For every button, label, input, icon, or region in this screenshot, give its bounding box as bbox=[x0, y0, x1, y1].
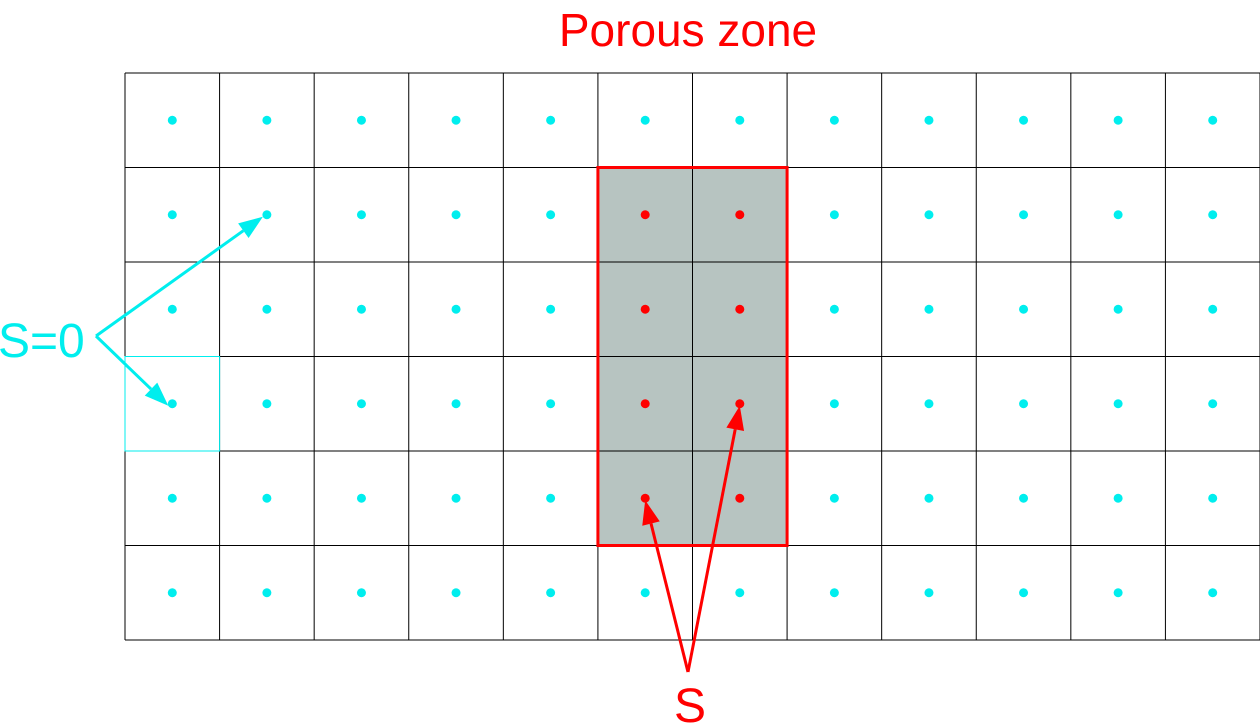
zero-source-point bbox=[1208, 399, 1218, 409]
mesh-grid bbox=[124, 72, 1260, 641]
zero-source-point bbox=[1019, 210, 1029, 220]
zero-source-point bbox=[1208, 115, 1218, 125]
zero-source-point bbox=[1113, 304, 1123, 314]
zero-source-point bbox=[1019, 115, 1029, 125]
zero-source-point bbox=[924, 210, 934, 220]
zero-source-point bbox=[451, 493, 461, 503]
zero-source-point bbox=[1113, 115, 1123, 125]
porous-zone-outline bbox=[596, 166, 789, 547]
zero-source-point bbox=[262, 115, 272, 125]
zero-source-point bbox=[546, 493, 556, 503]
source-point bbox=[640, 399, 650, 409]
source-point bbox=[640, 304, 650, 314]
zero-source-point bbox=[262, 399, 272, 409]
zero-source-point bbox=[924, 304, 934, 314]
zero-source-point bbox=[829, 210, 839, 220]
cell-centers bbox=[167, 115, 1218, 598]
label-s: S bbox=[674, 680, 706, 725]
highlighted-cell bbox=[124, 356, 221, 452]
label-s-zero: S=0 bbox=[0, 315, 85, 368]
source-point bbox=[735, 210, 745, 220]
zero-source-point bbox=[1113, 399, 1123, 409]
zero-source-point bbox=[167, 588, 177, 598]
zero-source-point bbox=[1208, 210, 1218, 220]
zero-source-point bbox=[829, 399, 839, 409]
zero-source-point bbox=[1019, 304, 1029, 314]
zero-source-point bbox=[924, 493, 934, 503]
zero-source-point bbox=[1208, 304, 1218, 314]
porous-zone-border bbox=[596, 166, 789, 547]
zero-source-point bbox=[1113, 493, 1123, 503]
arrow-s-zero-head bbox=[238, 216, 263, 239]
zero-source-point bbox=[546, 210, 556, 220]
zero-source-point bbox=[1113, 210, 1123, 220]
zero-source-point bbox=[451, 399, 461, 409]
zero-source-point bbox=[1208, 493, 1218, 503]
zero-source-point bbox=[924, 115, 934, 125]
zero-source-point bbox=[640, 588, 650, 598]
zero-source-point bbox=[451, 210, 461, 220]
zero-source-point bbox=[167, 210, 177, 220]
zero-source-point bbox=[356, 399, 366, 409]
arrow-s-zero-shaft bbox=[94, 334, 153, 391]
zero-source-point bbox=[735, 588, 745, 598]
zero-source-point bbox=[546, 304, 556, 314]
zero-source-point bbox=[829, 115, 839, 125]
zero-source-point bbox=[356, 493, 366, 503]
zero-source-point bbox=[546, 399, 556, 409]
zero-source-point bbox=[735, 115, 745, 125]
highlighted-cell-outline bbox=[124, 356, 221, 452]
zero-source-point bbox=[829, 493, 839, 503]
zero-source-point bbox=[167, 115, 177, 125]
arrow-s-shaft bbox=[649, 523, 690, 673]
zero-source-point bbox=[262, 588, 272, 598]
zero-source-point bbox=[1208, 588, 1218, 598]
zero-source-point bbox=[451, 304, 461, 314]
zero-source-point bbox=[356, 588, 366, 598]
zero-source-point bbox=[167, 304, 177, 314]
source-point bbox=[735, 304, 745, 314]
zero-source-point bbox=[546, 115, 556, 125]
source-point bbox=[735, 399, 745, 409]
zero-source-point bbox=[640, 115, 650, 125]
zero-source-point bbox=[924, 399, 934, 409]
zero-source-point bbox=[356, 115, 366, 125]
arrows bbox=[94, 216, 745, 673]
zero-source-point bbox=[262, 304, 272, 314]
source-point bbox=[640, 210, 650, 220]
zero-source-point bbox=[167, 493, 177, 503]
source-point bbox=[735, 493, 745, 503]
zero-source-point bbox=[451, 115, 461, 125]
zero-source-point bbox=[1019, 588, 1029, 598]
arrow-s-head bbox=[642, 500, 660, 526]
zero-source-point bbox=[167, 399, 177, 409]
arrow-s-head bbox=[726, 405, 745, 432]
zero-source-point bbox=[262, 493, 272, 503]
zero-source-point bbox=[829, 588, 839, 598]
zero-source-point bbox=[829, 304, 839, 314]
arrow-s-zero-head bbox=[144, 382, 169, 406]
zero-source-point bbox=[262, 210, 272, 220]
zero-source-point bbox=[1019, 399, 1029, 409]
source-point bbox=[640, 493, 650, 503]
zero-source-point bbox=[546, 588, 556, 598]
zero-source-point bbox=[356, 210, 366, 220]
zero-source-point bbox=[356, 304, 366, 314]
zero-source-point bbox=[451, 588, 461, 598]
arrow-s-shaft bbox=[686, 429, 737, 673]
zero-source-point bbox=[924, 588, 934, 598]
title: Porous zone bbox=[559, 4, 817, 56]
zero-source-point bbox=[1019, 493, 1029, 503]
zero-source-point bbox=[1113, 588, 1123, 598]
arrow-s-zero-shaft bbox=[95, 229, 245, 338]
